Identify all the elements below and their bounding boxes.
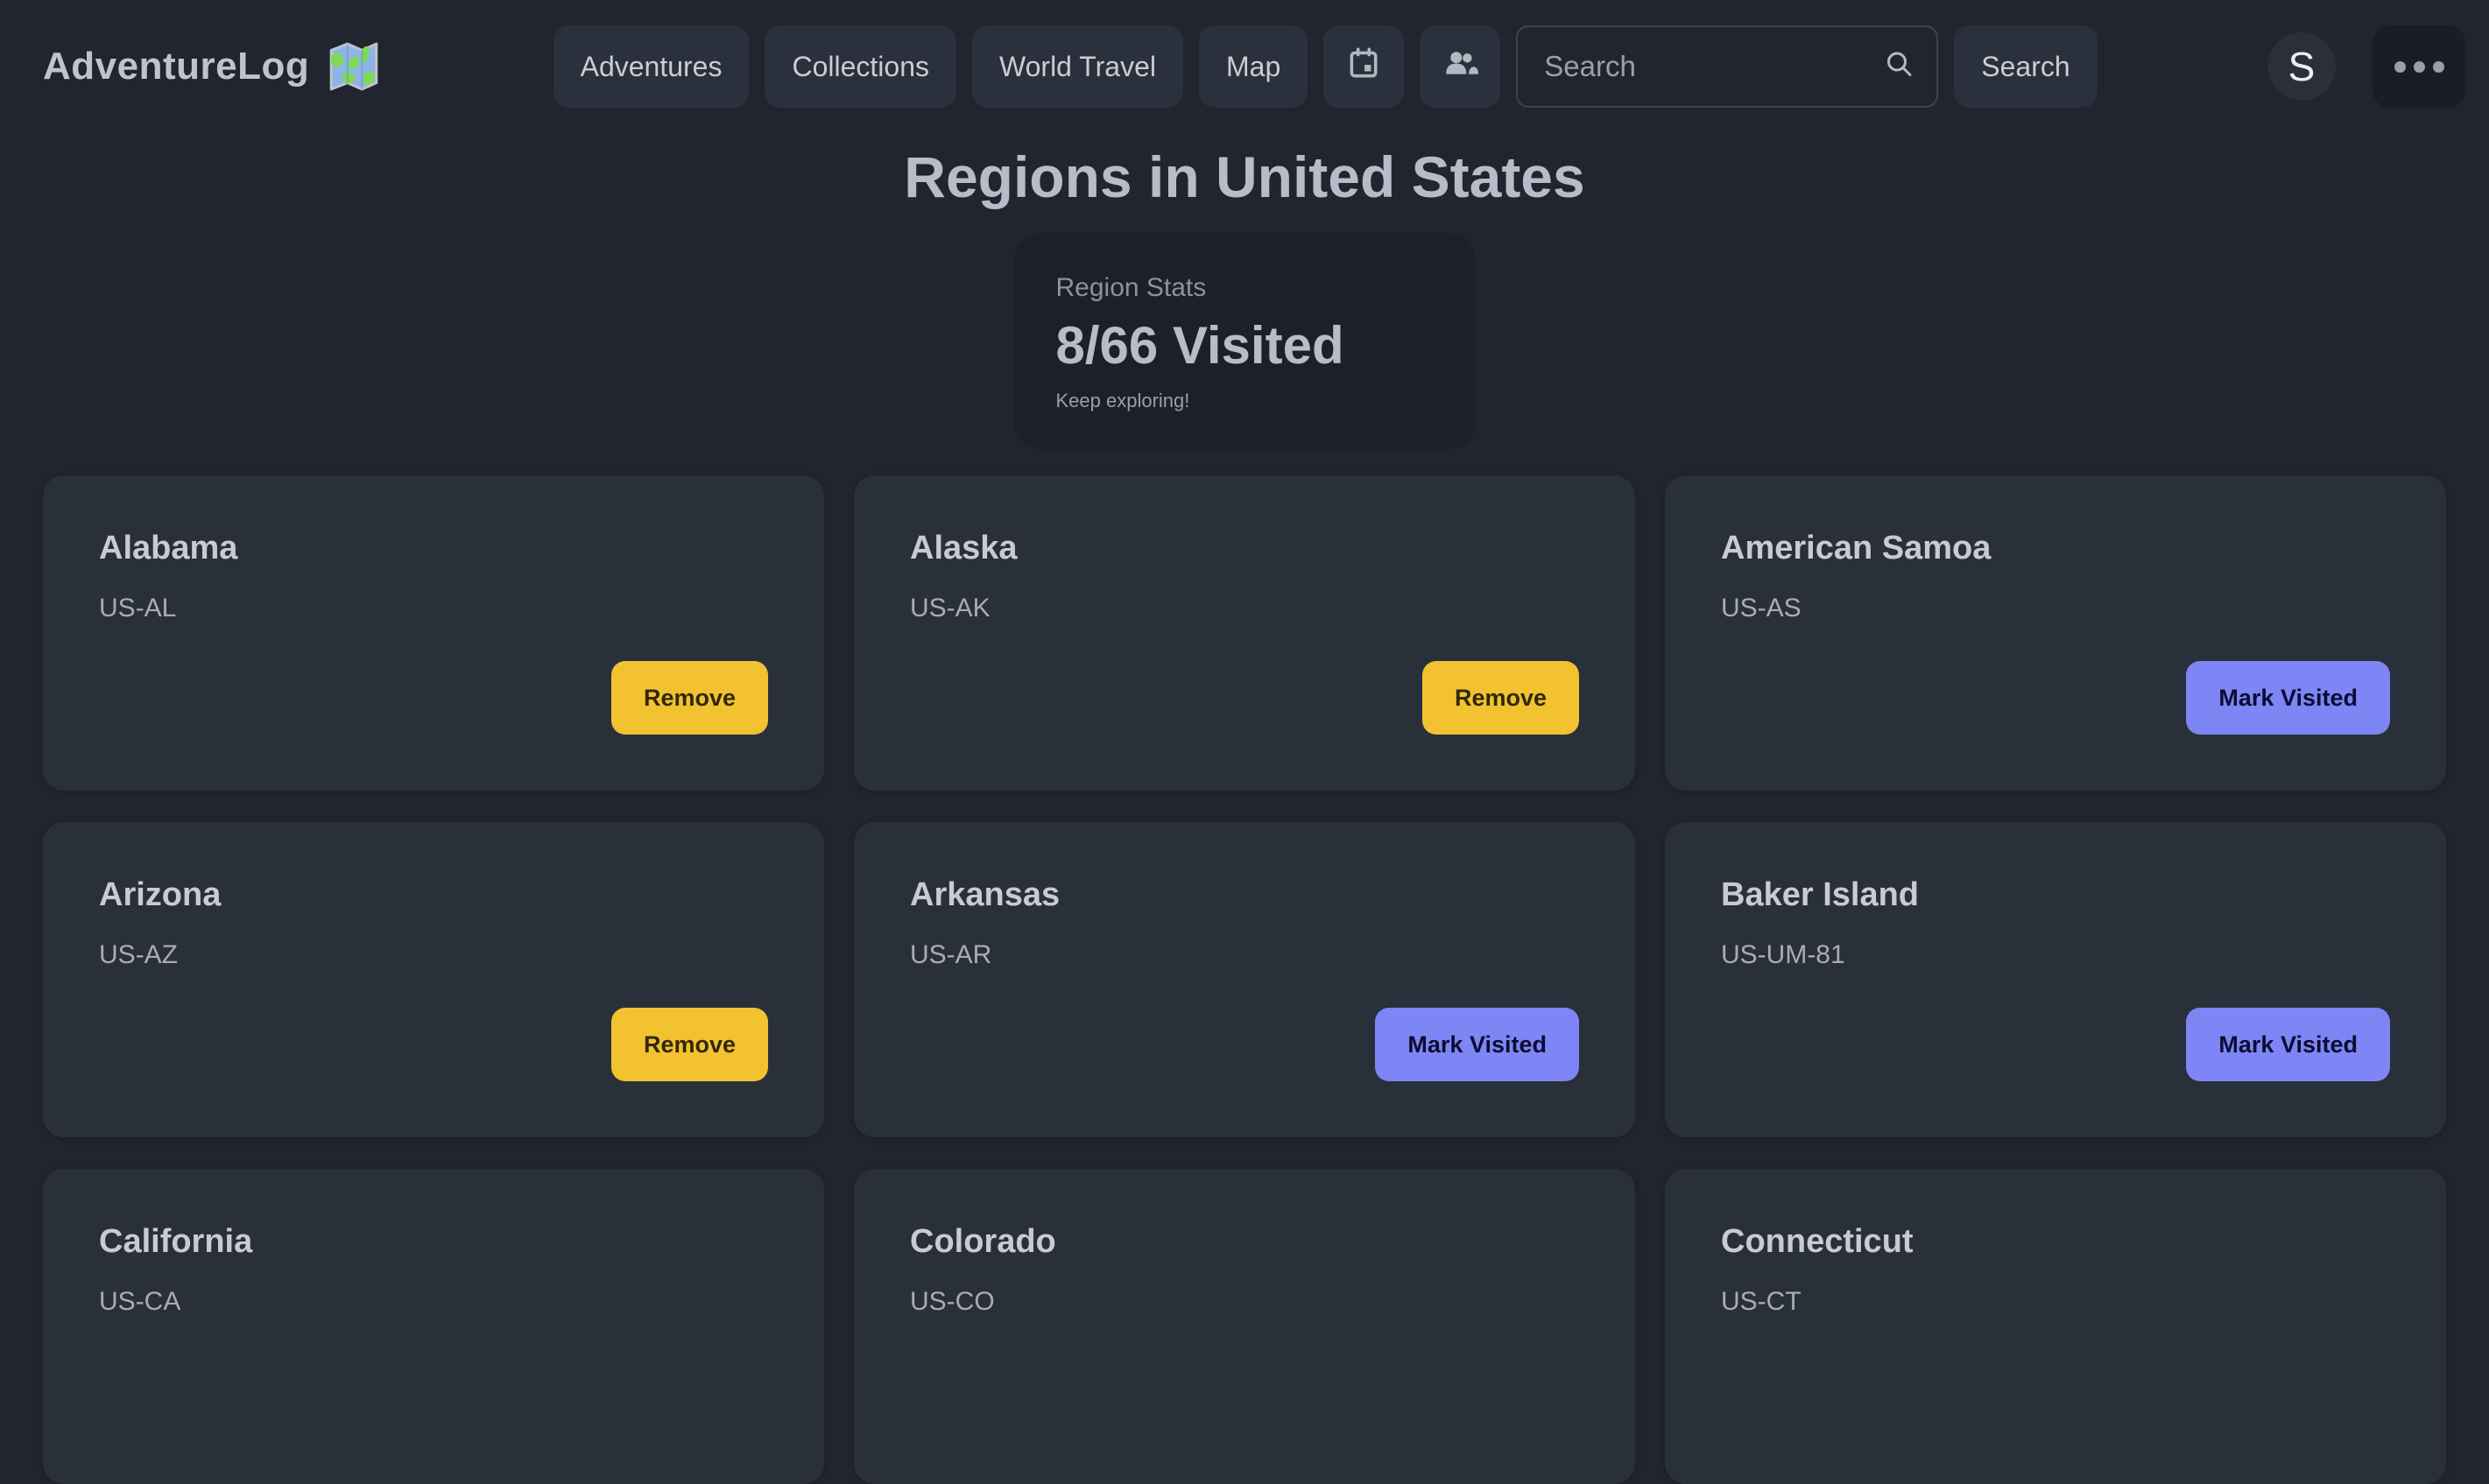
avatar-letter: S <box>2288 44 2316 89</box>
search-button[interactable]: Search <box>1954 25 2098 108</box>
region-card: American Samoa US-AS Mark Visited <box>1665 475 2446 791</box>
remove-button[interactable]: Remove <box>610 1008 768 1081</box>
avatar[interactable]: S <box>2267 32 2336 101</box>
region-code: US-AR <box>910 940 992 969</box>
stats-label: Region Stats <box>1055 273 1207 302</box>
navbar: AdventureLog Adventures Collections Worl… <box>0 0 2489 133</box>
calendar-icon <box>1345 45 1382 88</box>
region-card: Arizona US-AZ Remove <box>43 822 824 1137</box>
region-name: Arizona <box>99 876 222 913</box>
main-content: Regions in United States Region Stats 8/… <box>0 144 2489 1484</box>
more-menu-button[interactable] <box>2373 25 2465 108</box>
users-icon <box>1442 45 1479 88</box>
region-card: Colorado US-CO <box>854 1169 1635 1484</box>
region-code: US-CA <box>99 1287 181 1316</box>
regions-grid: Alabama US-AL Remove Alaska US-AK Remove… <box>43 475 2446 1484</box>
calendar-button[interactable] <box>1323 25 1405 108</box>
nav-link-map[interactable]: Map <box>1199 25 1308 108</box>
region-code: US-CO <box>910 1287 995 1316</box>
stats-row: Region Stats 8/66 Visited Keep exploring… <box>0 233 2489 449</box>
region-card: Baker Island US-UM-81 Mark Visited <box>1665 822 2446 1137</box>
region-code: US-UM-81 <box>1721 940 1845 969</box>
ellipsis-icon <box>2394 60 2444 73</box>
nav-links: Adventures Collections World Travel Map <box>553 25 2098 108</box>
region-card: California US-CA <box>43 1169 824 1484</box>
remove-button[interactable]: Remove <box>610 661 768 735</box>
region-name: American Samoa <box>1721 530 1992 566</box>
users-button[interactable] <box>1420 25 1501 108</box>
region-code: US-AZ <box>99 940 178 969</box>
search-field <box>1516 25 1939 108</box>
region-name: Colorado <box>910 1223 1056 1260</box>
region-name: Baker Island <box>1721 876 1919 913</box>
region-code: US-AK <box>910 594 991 622</box>
nav-link-adventures[interactable]: Adventures <box>553 25 750 108</box>
mark-visited-button[interactable]: Mark Visited <box>2186 1008 2390 1081</box>
region-code: US-CT <box>1721 1287 1802 1316</box>
nav-link-collections[interactable]: Collections <box>765 25 956 108</box>
region-card: Alabama US-AL Remove <box>43 475 824 791</box>
stats-value: 8/66 Visited <box>1055 316 1344 375</box>
region-code: US-AL <box>99 594 177 622</box>
region-name: Arkansas <box>910 876 1061 913</box>
region-name: Alabama <box>99 530 238 566</box>
region-name: California <box>99 1223 253 1260</box>
region-card: Alaska US-AK Remove <box>854 475 1635 791</box>
remove-button[interactable]: Remove <box>1421 661 1579 735</box>
brand-name: AdventureLog <box>43 45 310 88</box>
region-card: Arkansas US-AR Mark Visited <box>854 822 1635 1137</box>
nav-link-world-travel[interactable]: World Travel <box>971 25 1183 108</box>
mark-visited-button[interactable]: Mark Visited <box>1375 1008 1579 1081</box>
brand[interactable]: AdventureLog <box>43 38 383 95</box>
region-code: US-AS <box>1721 594 1802 622</box>
region-card: Connecticut US-CT <box>1665 1169 2446 1484</box>
page-title: Regions in United States <box>904 144 1585 209</box>
search-input[interactable] <box>1516 25 1939 108</box>
mark-visited-button[interactable]: Mark Visited <box>2186 661 2390 735</box>
navbar-right: S <box>2267 25 2465 108</box>
region-stats-card: Region Stats 8/66 Visited Keep exploring… <box>1013 233 1476 449</box>
stats-caption: Keep exploring! <box>1055 390 1190 411</box>
region-name: Alaska <box>910 530 1018 566</box>
region-name: Connecticut <box>1721 1223 1914 1260</box>
map-logo-icon <box>325 38 383 95</box>
